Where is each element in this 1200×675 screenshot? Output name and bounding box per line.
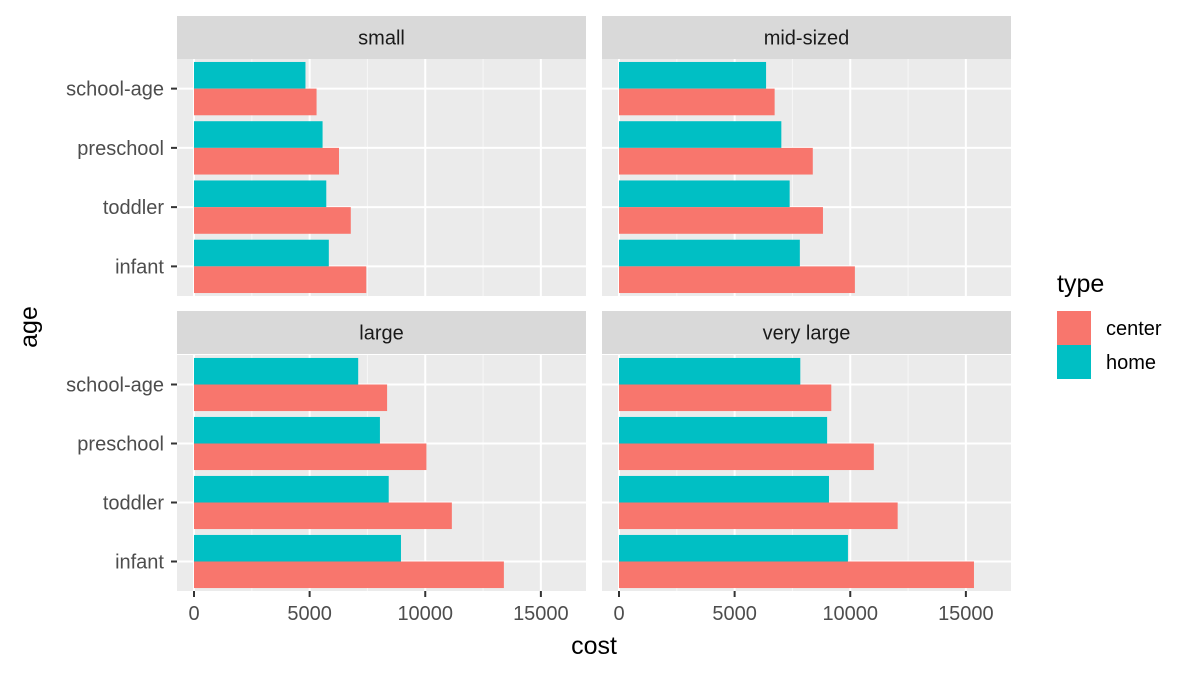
- bar-home-infant: [194, 239, 329, 267]
- bar-home-toddler: [619, 180, 790, 208]
- bar-center-toddler: [194, 502, 452, 530]
- facet-strip: [602, 311, 1011, 354]
- bar-center-preschool: [619, 147, 813, 175]
- legend-key-home: [1057, 345, 1091, 379]
- x-tick-label: 0: [613, 603, 624, 625]
- bar-center-toddler: [194, 207, 351, 234]
- bar-center-preschool: [194, 147, 339, 175]
- bar-home-infant: [194, 534, 401, 562]
- bar-center-infant: [194, 561, 504, 589]
- facet-strip-label: mid-sized: [764, 28, 850, 50]
- bar-home-toddler: [619, 475, 829, 503]
- x-tick-label: 0: [188, 603, 199, 625]
- bar-home-infant: [619, 239, 800, 267]
- panel-very-large: very large: [602, 311, 1011, 591]
- bar-center-infant: [619, 561, 974, 589]
- bar-center-school-age: [619, 384, 832, 412]
- panels: small mid-sized large very large: [177, 16, 1011, 591]
- legend: type center home: [1057, 270, 1162, 379]
- facet-strip-label: large: [359, 323, 403, 345]
- bar-center-preschool: [194, 443, 427, 471]
- x-tick-label: 5000: [712, 603, 757, 625]
- x-tick-label: 10000: [397, 603, 453, 625]
- bar-center-toddler: [619, 502, 898, 530]
- x-tick-label: 15000: [513, 603, 569, 625]
- bar-center-infant: [619, 266, 855, 294]
- x-tick-label: 15000: [938, 603, 994, 625]
- bar-home-preschool: [194, 121, 323, 148]
- y-axes: infant toddler preschool school-age infant to…: [66, 79, 177, 574]
- panel-small: small: [177, 16, 586, 296]
- facet-strip: [177, 311, 586, 354]
- legend-title: type: [1057, 270, 1104, 298]
- bar-home-infant: [619, 534, 848, 562]
- y-tick-label: preschool: [77, 434, 164, 456]
- bar-home-school-age: [619, 61, 767, 89]
- facet-strip-label: small: [358, 28, 405, 50]
- bar-home-preschool: [619, 416, 828, 444]
- bar-home-school-age: [194, 61, 306, 89]
- x-axes: 0 5000 10000 15000 0 5000 10000 15000: [188, 591, 994, 625]
- bar-home-preschool: [194, 416, 380, 444]
- y-tick-label: school-age: [66, 375, 164, 397]
- y-tick-label: preschool: [77, 138, 164, 160]
- legend-label-center: center: [1106, 318, 1162, 340]
- panel-large: large: [177, 311, 586, 591]
- legend-label-home: home: [1106, 352, 1156, 374]
- y-tick-label: infant: [115, 552, 164, 574]
- bar-home-toddler: [194, 475, 389, 503]
- bar-center-school-age: [194, 88, 317, 116]
- facet-strip-label: very large: [763, 323, 851, 345]
- facet-strip: [602, 16, 1011, 59]
- bar-center-infant: [194, 266, 367, 294]
- y-tick-label: school-age: [66, 79, 164, 101]
- y-axis-title: age: [15, 306, 43, 348]
- facet-strip: [177, 16, 586, 59]
- x-tick-label: 5000: [287, 603, 332, 625]
- panel-mid-sized: mid-sized: [602, 16, 1011, 296]
- y-tick-label: infant: [115, 256, 164, 278]
- bar-home-school-age: [194, 357, 359, 385]
- bar-center-preschool: [619, 443, 874, 471]
- bar-center-school-age: [619, 88, 775, 116]
- y-tick-label: toddler: [103, 493, 164, 515]
- bar-center-toddler: [619, 207, 823, 234]
- bar-home-preschool: [619, 121, 782, 148]
- bar-center-school-age: [194, 384, 388, 412]
- y-tick-label: toddler: [103, 197, 164, 219]
- legend-key-center: [1057, 311, 1091, 345]
- x-tick-label: 10000: [822, 603, 878, 625]
- x-axis-title: cost: [571, 632, 617, 660]
- bar-home-toddler: [194, 180, 327, 208]
- bar-home-school-age: [619, 357, 801, 385]
